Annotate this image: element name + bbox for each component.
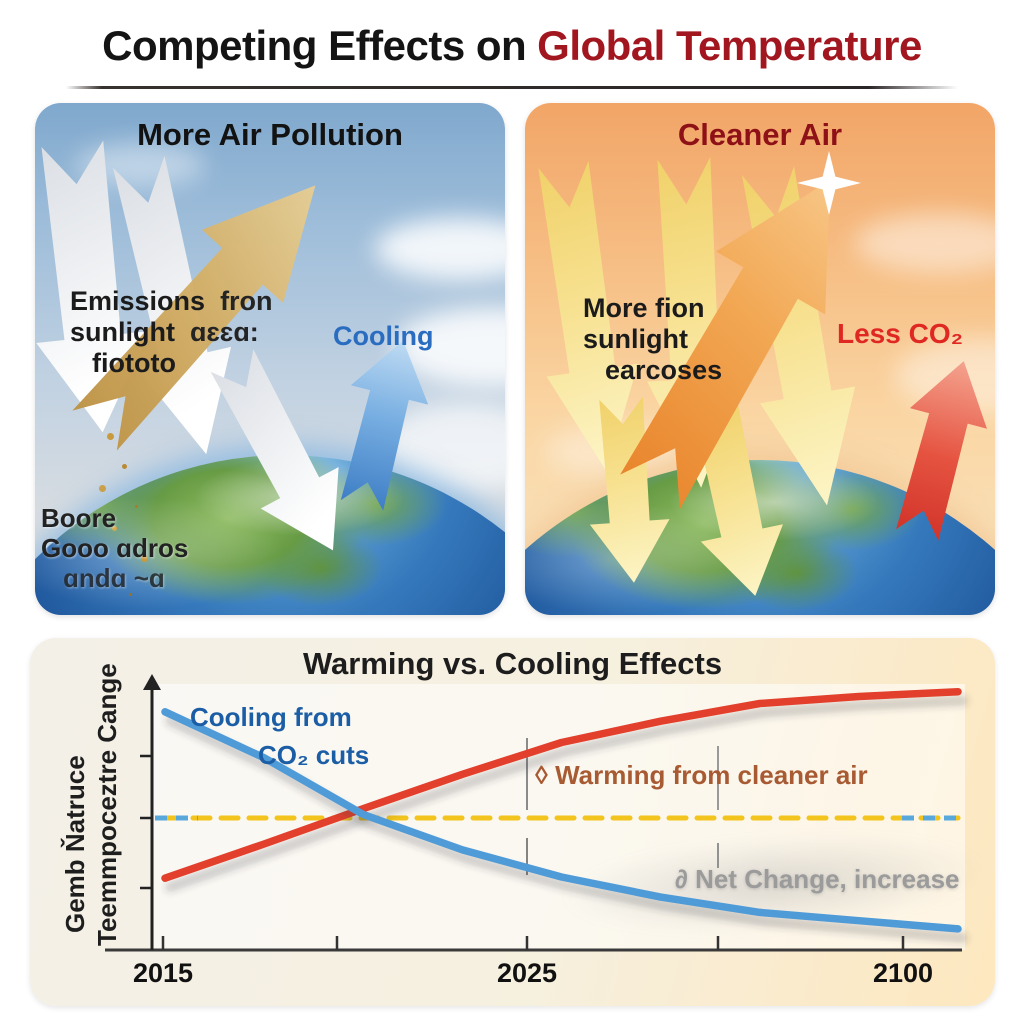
panel-more-air-pollution: More Air Pollution Cooling Emissions fro… [35, 103, 505, 615]
emissions-label-fragment2: ɑɛɛɑ: [189, 317, 259, 347]
garbled-caption: Boore Gooo ɑdros ɑndɑ ~ɑ [41, 503, 188, 593]
emissions-label-line3: fiototo [92, 348, 176, 378]
garbled-caption-line1: Boore [41, 503, 117, 533]
annotation-warming: ◊ Warming from cleaner air [535, 760, 868, 790]
emissions-label-line1: Emissions [70, 286, 206, 316]
cooling-label: Cooling [333, 321, 434, 351]
page-title: Competing Effects on Global Temperature [0, 22, 1024, 70]
emissions-label-line2: sunlight [70, 317, 175, 347]
x-tick-label-2015: 2015 [132, 958, 194, 988]
x-tick-label-2025: 2025 [496, 958, 558, 988]
cloud [855, 213, 995, 273]
sunlight-label: More fion sunlight earcoses [583, 293, 722, 386]
emissions-label: Emissions fron sunlight ɑɛɛɑ: fiototo [70, 286, 273, 379]
chart-warming-vs-cooling: Warming vs. Cooling Effects Gemb Ňatruce… [30, 638, 995, 1006]
cloud [375, 218, 505, 280]
series-shadow [165, 695, 968, 893]
panel-cleaner-air: Cleaner Air Less CO₂ More fion sunlight … [525, 103, 995, 615]
y-axis-label-line2: Teemmpoceztre Cange [92, 663, 122, 946]
panel-title: Cleaner Air [677, 117, 843, 152]
chart-title: Warming vs. Cooling Effects [302, 646, 723, 681]
series-line-warming [161, 687, 962, 882]
y-axis-label-line1: Gemb Ňatruce [60, 755, 90, 933]
pollution-splatter [107, 433, 114, 440]
annotation-net-change: ∂ Net Change, increase [675, 864, 960, 894]
sunlight-label-line3: earcoses [605, 355, 723, 385]
sunlight-label-line2: sunlight [583, 324, 688, 354]
chart-canvas [105, 674, 968, 952]
emissions-label-fragment1: fron [220, 286, 273, 316]
page-title-prefix: Competing Effects on [102, 22, 527, 69]
series-line-cooling [161, 708, 962, 933]
less-co2-label: Less CO₂ [837, 318, 964, 349]
annotation-cooling-line2: CO₂ cuts [258, 740, 370, 770]
series-shadow [165, 715, 968, 943]
title-underline [66, 86, 958, 89]
annotation-cooling-line1: Cooling from [190, 702, 352, 732]
x-tick-label-2100: 2100 [872, 958, 934, 988]
garbled-caption-line3: ɑndɑ ~ɑ [63, 563, 165, 593]
garbled-caption-line2: Gooo ɑdros [41, 533, 189, 563]
panel-title: More Air Pollution [137, 117, 403, 152]
page-title-highlight: Global Temperature [537, 22, 922, 69]
y-axis-arrowhead [143, 674, 161, 690]
sunlight-label-line1: More fion [583, 293, 705, 323]
